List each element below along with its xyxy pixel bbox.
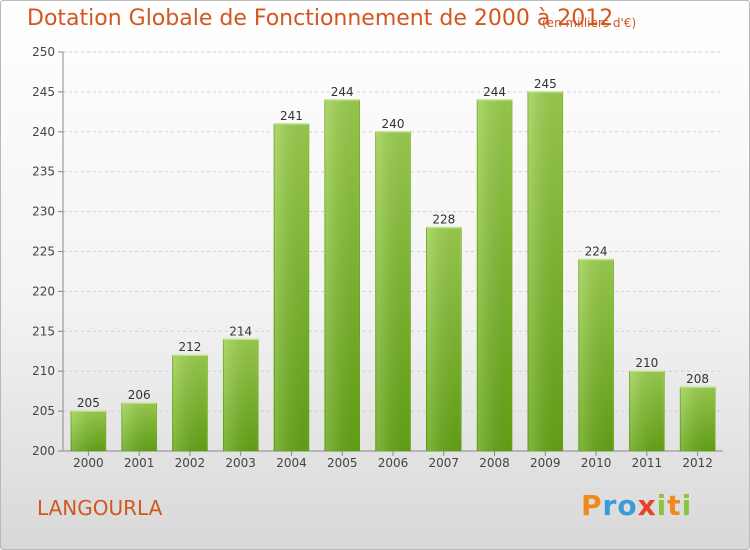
y-tick-label: 250 — [32, 45, 55, 59]
x-tick-label-2004: 2004 — [276, 456, 307, 470]
chart-title: Dotation Globale de Fonctionnement de 20… — [27, 6, 614, 31]
bar-highlight — [71, 412, 105, 451]
y-tick-label: 225 — [32, 245, 55, 259]
x-tick-label-2011: 2011 — [632, 456, 663, 470]
logo-letter: x — [637, 489, 657, 522]
logo-letter: o — [617, 489, 638, 522]
bar-highlight — [122, 404, 156, 451]
y-tick-label: 235 — [32, 165, 55, 179]
labels: 200 205 210 215 220 225 230 235 240 245 250 205 2000… — [32, 45, 713, 470]
x-tick-label-2000: 2000 — [73, 456, 104, 470]
x-tick-label-2003: 2003 — [225, 456, 256, 470]
x-tick-label-2001: 2001 — [124, 456, 155, 470]
data-label-2003: 214 — [229, 324, 252, 338]
y-tick-label: 210 — [32, 364, 55, 378]
logo-letter: r — [602, 489, 618, 522]
data-label-2007: 228 — [432, 213, 455, 227]
x-tick-label-2006: 2006 — [378, 456, 409, 470]
bar-highlight — [376, 132, 410, 452]
x-tick-label-2008: 2008 — [479, 456, 510, 470]
x-tick-label-2012: 2012 — [682, 456, 713, 470]
bar-highlight — [427, 228, 461, 451]
logo-letter: i — [656, 489, 668, 522]
data-label-2010: 224 — [585, 244, 608, 258]
x-tick-label-2009: 2009 — [530, 456, 561, 470]
y-tick-label: 200 — [32, 444, 55, 458]
data-label-2001: 206 — [128, 388, 151, 402]
x-tick-label-2005: 2005 — [327, 456, 358, 470]
bar-highlight — [274, 124, 308, 451]
x-tick-label-2002: 2002 — [175, 456, 206, 470]
data-label-2004: 241 — [280, 109, 303, 123]
logo-letter: i — [681, 489, 693, 522]
bar-highlight — [630, 372, 664, 451]
x-tick-label-2007: 2007 — [428, 456, 459, 470]
x-tick-label-2010: 2010 — [581, 456, 612, 470]
bar-highlight — [528, 92, 562, 452]
bars — [70, 91, 716, 452]
bar-highlight — [579, 260, 613, 451]
bar-highlight — [681, 388, 715, 451]
y-tick-label: 220 — [32, 284, 55, 298]
data-label-2011: 210 — [635, 356, 658, 370]
commune-name: LANGOURLA — [37, 496, 163, 520]
bar-highlight — [173, 356, 207, 451]
data-label-2008: 244 — [483, 85, 506, 99]
data-label-2006: 240 — [382, 117, 405, 131]
y-tick-label: 240 — [32, 125, 55, 139]
y-tick-label: 205 — [32, 404, 55, 418]
bar-highlight — [478, 100, 512, 451]
data-label-2002: 212 — [178, 340, 201, 354]
data-label-2009: 245 — [534, 77, 557, 91]
chart-unit: (en milliers d'€) — [542, 16, 637, 30]
bar-highlight — [224, 340, 258, 451]
y-tick-label: 215 — [32, 324, 55, 338]
y-tick-label: 230 — [32, 205, 55, 219]
proxiti-logo: Proxiti — [581, 489, 692, 522]
data-label-2000: 205 — [77, 396, 100, 410]
data-label-2012: 208 — [686, 372, 709, 386]
bar-highlight — [325, 100, 359, 451]
logo-letter: P — [581, 489, 603, 522]
y-tick-label: 245 — [32, 85, 55, 99]
data-label-2005: 244 — [331, 85, 354, 99]
logo-letter: t — [667, 489, 682, 522]
